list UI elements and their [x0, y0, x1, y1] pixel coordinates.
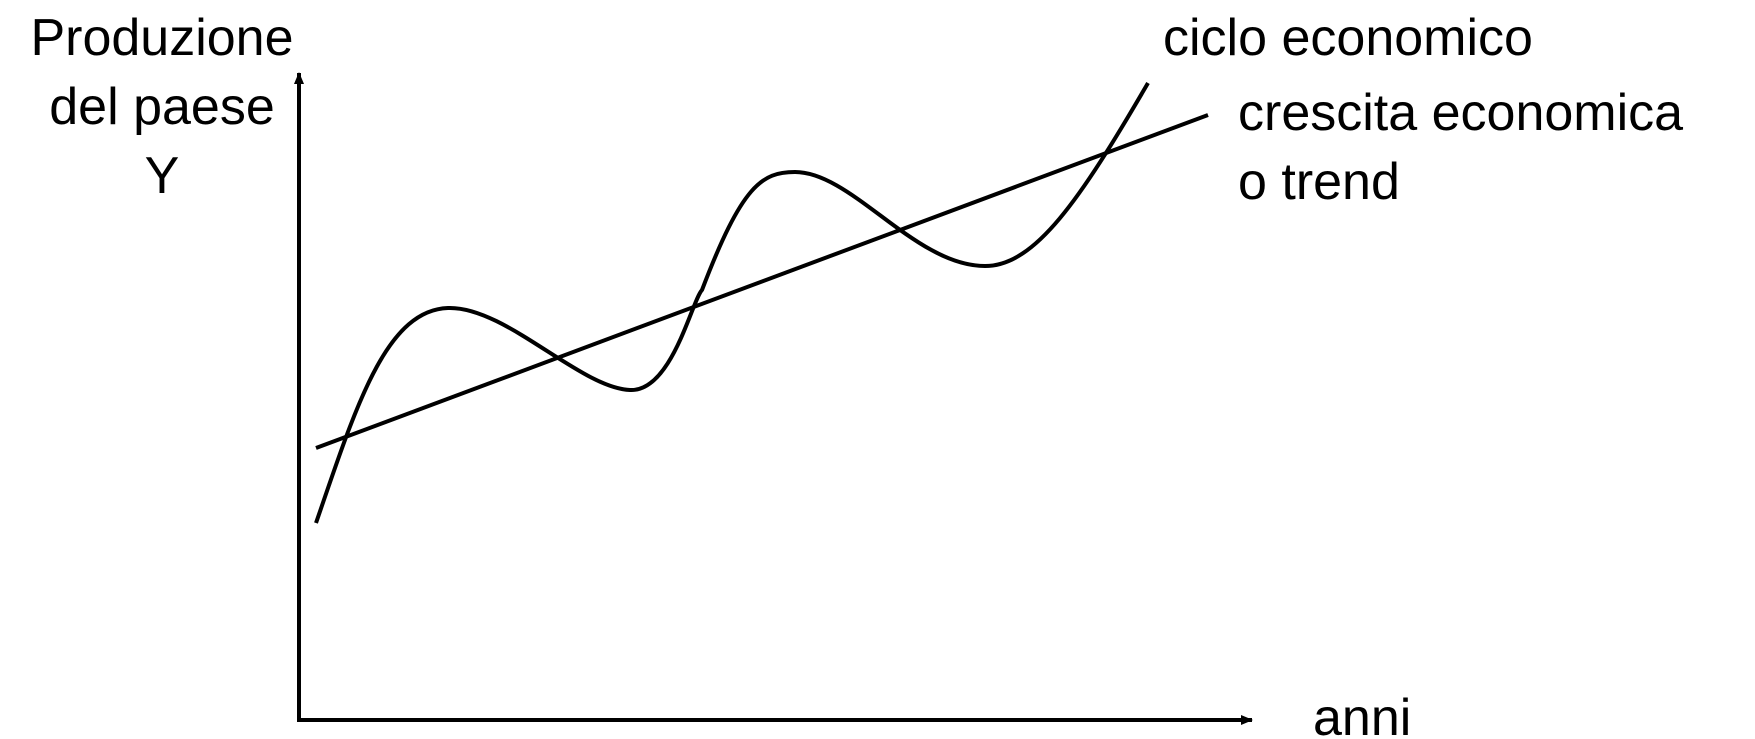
- trend-label-line-1: crescita economica: [1238, 84, 1683, 142]
- business-cycle-curve: [314, 81, 1150, 524]
- y-axis-label-line-1: Produzione: [30, 9, 293, 67]
- y-axis-label-line-2: del paese: [49, 78, 275, 136]
- trend-label-line-2: o trend: [1238, 153, 1400, 211]
- trend-line: [315, 113, 1209, 450]
- x-axis-label: anni: [1313, 689, 1411, 739]
- cycle-label: ciclo economico: [1163, 9, 1533, 67]
- y-axis-label-line-3: Y: [145, 147, 180, 205]
